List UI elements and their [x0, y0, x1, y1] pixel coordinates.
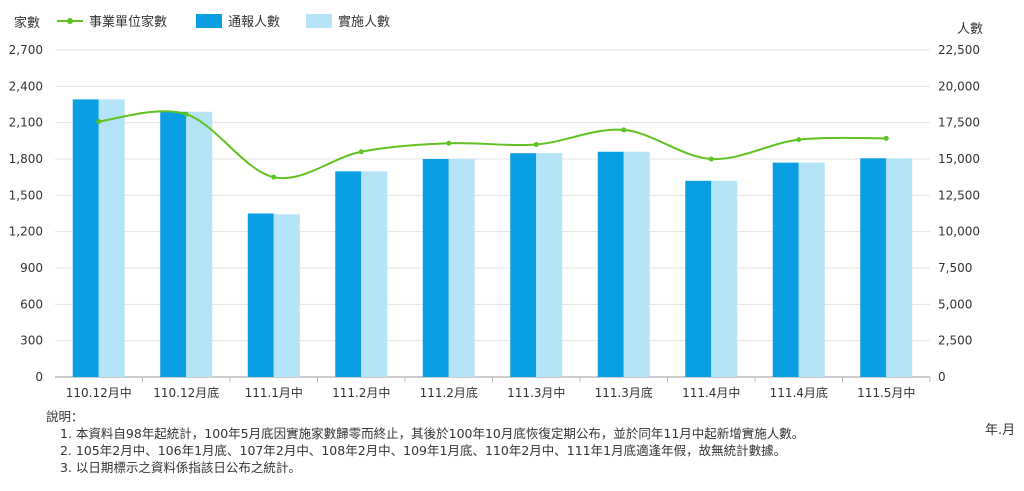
bar-reported	[335, 171, 362, 377]
y-left-tick-label: 2,100	[9, 116, 43, 130]
bar-reported	[685, 180, 712, 377]
bar-implemented	[886, 158, 913, 377]
notes: 說明： 1. 本資料自98年起統計，100年5月底因實施家數歸零而終止，其後於1…	[46, 408, 804, 476]
notes-title: 說明：	[46, 409, 84, 424]
line-layer	[96, 110, 889, 180]
bar-implemented	[186, 111, 213, 378]
y-right-tick-label: 15,000	[938, 152, 980, 166]
bar-reported	[72, 99, 99, 377]
x-tick-label: 111.3月中	[507, 385, 565, 400]
y-left-tick-label: 0	[35, 370, 43, 384]
bar-implemented	[798, 162, 825, 377]
bar-implemented	[361, 171, 388, 377]
line-point	[621, 127, 627, 133]
x-tick-label: 111.1月中	[245, 385, 303, 400]
y-left-tick-label: 1,200	[9, 225, 43, 239]
x-axis: 110.12月中 110.12月底 111.1月中 111.2月中 111.2月底 111…	[66, 377, 931, 400]
y-right-tick-label: 7,500	[938, 261, 972, 275]
note-line-1: 1. 本資料自98年起統計，100年5月底因實施家數歸零而終止，其後於100年1…	[60, 426, 805, 441]
legend-bar-swatch	[196, 14, 222, 28]
establishments-line	[98, 110, 887, 180]
y-left-tick-label: 2,700	[9, 43, 43, 57]
y-axis-right: 0 2,500 5,000 7,500 10,000 12,500 15,000 17,500…	[938, 43, 980, 384]
y-axis-left: 0 300 600 900 1,200 1,500 1,800 2,100 2,400 2,700	[9, 43, 43, 384]
line-point	[183, 111, 189, 117]
legend-label: 實施人數	[338, 14, 390, 30]
bar-reported	[422, 159, 449, 377]
bars-layer	[72, 99, 913, 378]
bar-implemented	[536, 153, 563, 377]
bar-implemented	[98, 99, 125, 377]
bar-reported	[160, 111, 187, 378]
y-left-tick-label: 300	[20, 334, 43, 348]
y-right-tick-label: 10,000	[938, 225, 980, 239]
y-axis-right-title: 人數	[957, 22, 983, 37]
legend-line-dot	[67, 18, 73, 24]
y-right-tick-label: 17,500	[938, 116, 980, 130]
x-tick-label: 110.12月中	[66, 385, 132, 400]
bar-implemented	[623, 151, 650, 377]
y-right-tick-label: 2,500	[938, 334, 972, 348]
y-left-tick-label: 1,500	[9, 188, 43, 202]
y-axis-left-title: 家數	[14, 15, 40, 31]
y-left-tick-label: 1,800	[9, 152, 43, 166]
y-right-tick-label: 0	[938, 370, 946, 384]
bar-implemented	[448, 159, 475, 377]
note-line-2: 2. 105年2月中、106年1月底、107年2月中、108年2月中、109年1…	[60, 443, 787, 458]
note-line-3: 3. 以日期標示之資料係指該日公布之統計。	[60, 460, 301, 475]
bar-reported	[247, 213, 274, 377]
legend-label: 事業單位家數	[89, 14, 167, 30]
x-tick-label: 111.4月底	[770, 385, 828, 400]
x-tick-label: 111.2月中	[332, 385, 390, 400]
bar-implemented	[273, 214, 300, 377]
x-tick-label: 111.3月底	[595, 385, 653, 400]
y-left-tick-label: 600	[20, 297, 43, 311]
line-point	[883, 135, 889, 141]
bar-reported	[860, 158, 887, 377]
legend-label: 通報人數	[228, 15, 280, 30]
line-point	[708, 156, 714, 162]
x-tick-label: 110.12月底	[153, 385, 219, 400]
x-tick-label: 111.2月底	[420, 385, 478, 400]
y-right-tick-label: 22,500	[938, 43, 980, 57]
line-point	[533, 141, 539, 147]
y-right-tick-label: 20,000	[938, 79, 980, 93]
x-axis-title: 年.月	[985, 423, 1015, 438]
x-tick-label: 111.5月中	[857, 385, 915, 400]
y-right-tick-label: 12,500	[938, 188, 980, 202]
legend-bar-swatch	[306, 14, 332, 28]
bar-implemented	[711, 180, 738, 377]
x-tick-label: 111.4月中	[682, 385, 740, 400]
bar-reported	[597, 151, 624, 377]
bar-reported	[772, 162, 799, 377]
line-point	[446, 140, 452, 146]
y-left-tick-label: 900	[20, 261, 43, 275]
line-point	[96, 118, 102, 124]
bar-reported	[510, 153, 537, 377]
legend: 事業單位家數 通報人數 實施人數	[57, 14, 390, 30]
y-left-tick-label: 2,400	[9, 79, 43, 93]
line-point	[271, 174, 277, 180]
line-point	[358, 149, 364, 155]
y-right-tick-label: 5,000	[938, 297, 972, 311]
line-point	[796, 137, 802, 143]
